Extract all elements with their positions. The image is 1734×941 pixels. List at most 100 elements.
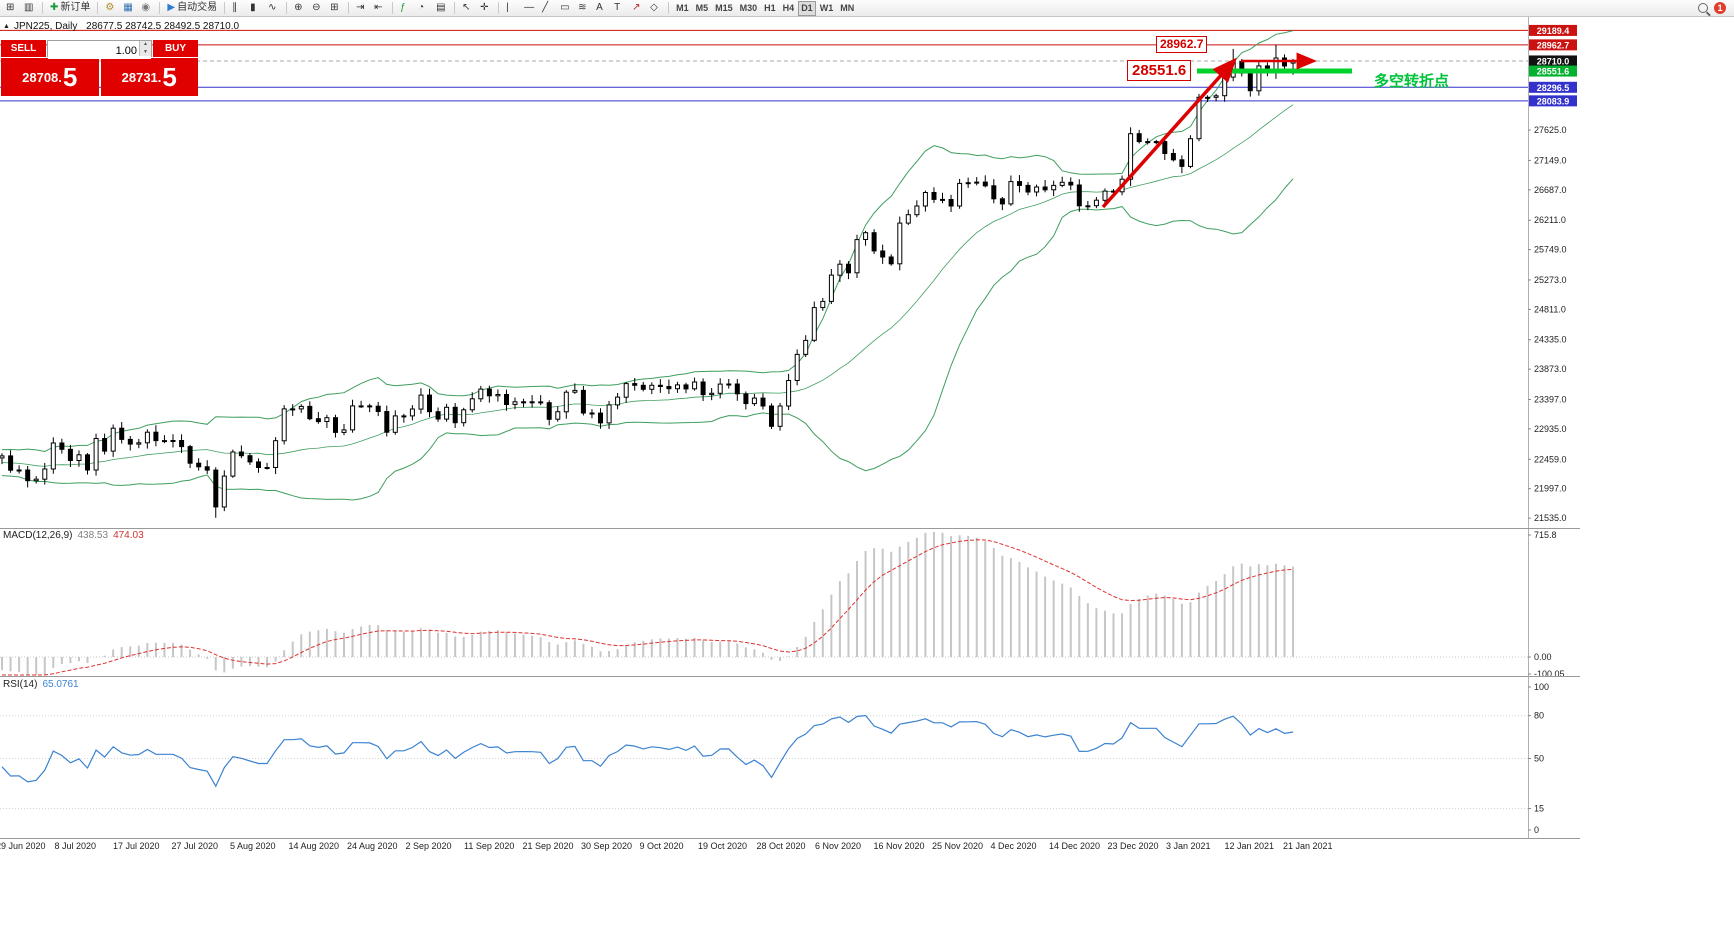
rsi-line: [1, 714, 1294, 788]
time-axis[interactable]: 29 Jun 2020 8 Jul 2020 17 Jul 2020 27 Jul 2…: [0, 841, 1333, 851]
label-button[interactable]: T: [611, 1, 628, 16]
buy-price[interactable]: 28731. 5: [100, 58, 198, 96]
algo-trading-button[interactable]: ▶ 自动交易: [164, 1, 220, 16]
buy-price-main: 28731.: [121, 69, 162, 85]
crosshair-button[interactable]: ✛: [477, 1, 494, 16]
time-axis-label: 17 Jul 2020: [113, 841, 160, 851]
macd-axis-label: 715.8: [1534, 530, 1557, 540]
toolbar-separator: [286, 2, 288, 14]
zoom-out-button[interactable]: ⊖: [309, 1, 326, 16]
bollinger-lower-band: [1, 178, 1294, 501]
fibonacci-button[interactable]: ≋: [575, 1, 592, 16]
horizontal-level-lines[interactable]: [0, 29, 1528, 102]
timeframe-m5-button[interactable]: M5: [693, 1, 712, 16]
timeframe-d1-button[interactable]: D1: [798, 0, 816, 16]
timeframe-w1-button[interactable]: W1: [817, 1, 837, 16]
price-axis-label: 21535.0: [1534, 513, 1567, 523]
one-click-trading-panel: SELL ▲ ▼ BUY 28708. 5 28731. 5: [1, 40, 198, 96]
price-tag-label: 28710.0: [1537, 56, 1570, 66]
timeframe-m15-button[interactable]: M15: [712, 1, 736, 16]
volume-stepper: ▲ ▼: [139, 41, 151, 56]
strategy-tester-button[interactable]: ▦: [120, 1, 137, 16]
sell-price-big-digit: 5: [62, 61, 78, 92]
notification-badge[interactable]: 1: [1714, 2, 1726, 14]
data-window-button[interactable]: ◉: [138, 1, 155, 16]
toolbar-separator: [97, 2, 99, 14]
rsi-axis[interactable]: 100 80 50 15 0: [1528, 682, 1549, 835]
timeframe-m1-button[interactable]: M1: [673, 1, 692, 16]
macd-signal-value: 474.03: [113, 530, 144, 541]
arrow-head: [1296, 52, 1317, 70]
chart-ohlc-values: 28677.5 28742.5 28492.5 28710.0: [86, 21, 240, 32]
line-chart-button[interactable]: ∿: [265, 1, 282, 16]
channel-button[interactable]: ▭: [557, 1, 574, 16]
sell-price[interactable]: 28708. 5: [1, 58, 99, 96]
candlestick-chart-button[interactable]: ▮: [247, 1, 264, 16]
shapes-button[interactable]: ◇: [647, 1, 664, 16]
panel-separators[interactable]: [0, 528, 1580, 839]
profiles-button[interactable]: ▥: [21, 1, 38, 16]
trendline-button[interactable]: ╱: [539, 1, 556, 16]
volume-input[interactable]: [48, 43, 151, 59]
price-axis-label: 26211.0: [1534, 215, 1566, 225]
periods-icon: ◔: [418, 2, 425, 13]
templates-button[interactable]: ▤: [433, 1, 450, 16]
chart-title: JPN225, Daily 28677.5 28742.5 28492.5 28…: [14, 21, 239, 32]
macd-axis-label: 0.00: [1534, 652, 1552, 662]
bar-chart-button[interactable]: ∥: [229, 1, 246, 16]
rsi-axis-label: 0: [1534, 825, 1539, 835]
auto-scroll-button[interactable]: ⇥: [353, 1, 370, 16]
sell-button[interactable]: SELL: [1, 40, 46, 57]
bollinger-middle-band: [1, 104, 1294, 467]
line-chart-icon: ∿: [268, 2, 277, 13]
vertical-line-button[interactable]: |: [503, 1, 520, 16]
buy-button[interactable]: BUY: [153, 40, 198, 57]
price-axis-label: 22935.0: [1534, 424, 1567, 434]
timeframe-h4-button[interactable]: H4: [780, 1, 798, 16]
price-axis[interactable]: 27625.0 27149.0 26687.0 26211.0 25749.0 25273…: [1528, 17, 1577, 838]
rsi-name: RSI(14): [3, 679, 38, 690]
volume-down-icon[interactable]: ▼: [139, 48, 151, 56]
timeframe-mn-button[interactable]: MN: [837, 1, 857, 16]
macd-indicator-label: MACD(12,26,9) 438.53 474.03: [3, 530, 144, 541]
tile-windows-button[interactable]: ⊞: [327, 1, 344, 16]
periods-button[interactable]: ◔: [415, 1, 432, 16]
new-chart-button[interactable]: ⊞: [3, 1, 20, 16]
price-axis-label: 23873.0: [1534, 364, 1567, 374]
price-tag: [1529, 39, 1577, 51]
resistance-price-label[interactable]: 28962.7: [1156, 36, 1208, 53]
timeframe-m30-button[interactable]: M30: [737, 1, 761, 16]
search-icon[interactable]: [1698, 3, 1708, 13]
support-price-label[interactable]: 28551.6: [1127, 60, 1192, 81]
cursor-button[interactable]: ↖: [459, 1, 476, 16]
trade-panel-top-row: SELL ▲ ▼ BUY: [1, 40, 198, 59]
time-axis-label: 19 Oct 2020: [698, 841, 747, 851]
zoom-out-icon: ⊖: [312, 2, 321, 13]
crosshair-icon: ✛: [480, 2, 489, 13]
strategy-tester-icon: ▦: [123, 2, 133, 13]
options-button[interactable]: ⚙: [102, 1, 119, 16]
options-icon: ⚙: [105, 2, 115, 13]
chart-shift-button[interactable]: ⇤: [371, 1, 388, 16]
one-click-collapse-icon[interactable]: ▲: [3, 23, 10, 30]
zoom-in-button[interactable]: ⊕: [291, 1, 308, 16]
arrow-object-button[interactable]: ↗: [629, 1, 646, 16]
time-axis-label: 24 Aug 2020: [347, 841, 398, 851]
macd-axis[interactable]: 715.8 0.00 -100.05: [1528, 530, 1565, 679]
text-button[interactable]: A: [593, 1, 610, 16]
new-order-button-label: 新订单: [60, 2, 91, 13]
rsi-axis-label: 80: [1534, 711, 1544, 721]
new-order-button[interactable]: ✚ 新订单: [47, 1, 93, 16]
price-axis-label: 25273.0: [1534, 275, 1567, 285]
horizontal-line-button[interactable]: —: [521, 1, 538, 16]
timeframe-h1-button[interactable]: H1: [761, 1, 779, 16]
rsi-axis-label: 100: [1534, 682, 1549, 692]
trendline-icon: ╱: [542, 2, 549, 13]
volume-up-icon[interactable]: ▲: [139, 41, 151, 49]
indicators-button[interactable]: ƒ: [397, 1, 414, 16]
chart-objects[interactable]: [1101, 52, 1352, 209]
profiles-icon: ▥: [24, 2, 34, 13]
turning-point-note[interactable]: 多空转折点: [1374, 73, 1450, 90]
